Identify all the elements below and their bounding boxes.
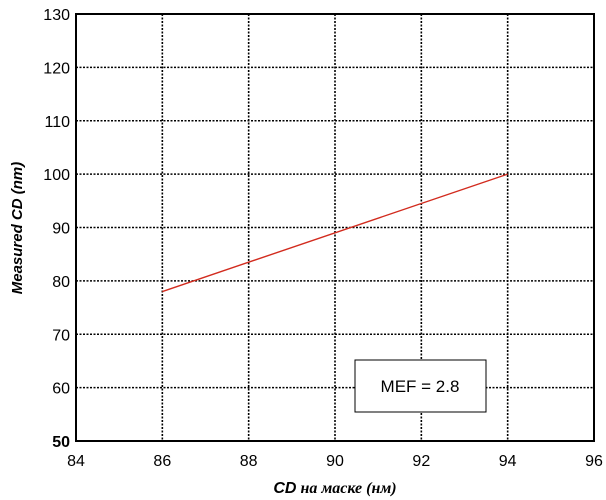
x-tick-label: 84 bbox=[67, 453, 85, 470]
x-tick-label: 86 bbox=[153, 453, 171, 470]
y-tick-label: 100 bbox=[43, 167, 70, 184]
x-axis-label-rest: на маске (нм) bbox=[296, 480, 396, 497]
x-axis-label: CD на маске (нм) bbox=[273, 480, 396, 497]
y-tick-label: 90 bbox=[52, 221, 70, 238]
y-tick-labels: 50 60 70 80 90 100 110 120 130 bbox=[43, 7, 70, 451]
x-tick-label: 92 bbox=[412, 453, 430, 470]
x-axis-label-bold: CD bbox=[273, 480, 297, 497]
y-axis-label: Measured CD (nm) bbox=[9, 162, 26, 295]
y-tick-label: 120 bbox=[43, 60, 70, 77]
x-tick-labels: 84 86 88 90 92 94 96 bbox=[67, 453, 603, 470]
annotation-box: MEF = 2.8 bbox=[354, 359, 487, 413]
x-tick-label: 94 bbox=[499, 453, 517, 470]
x-tick-label: 88 bbox=[240, 453, 258, 470]
y-tick-label: 130 bbox=[43, 7, 70, 24]
y-tick-label: 50 bbox=[52, 434, 70, 451]
y-tick-label: 60 bbox=[52, 381, 70, 398]
y-tick-label: 110 bbox=[44, 114, 70, 131]
y-tick-label: 70 bbox=[52, 327, 70, 344]
plot-frame bbox=[75, 13, 595, 442]
annotation-text: MEF = 2.8 bbox=[381, 377, 460, 396]
x-tick-label: 96 bbox=[585, 453, 603, 470]
series-line bbox=[162, 173, 508, 293]
y-tick-label: 80 bbox=[52, 274, 70, 291]
grid-lines bbox=[76, 14, 594, 441]
series-layer bbox=[162, 173, 508, 293]
x-tick-label: 90 bbox=[326, 453, 344, 470]
